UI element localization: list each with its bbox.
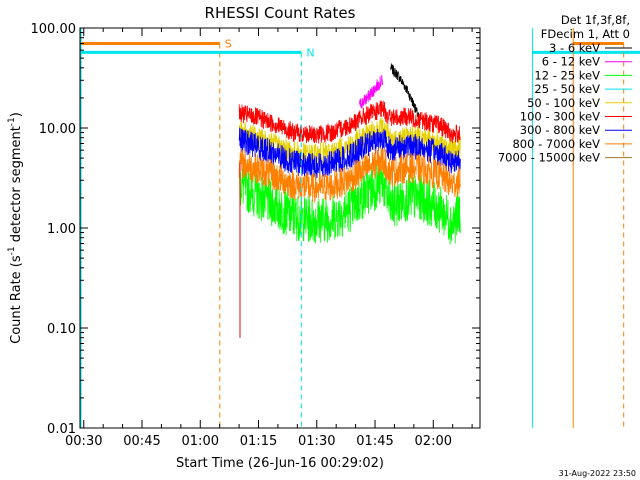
y-axis-label-sup2: -1 [7,117,17,126]
x-axis-label: Start Time (26-Jun-16 00:29:02) [176,456,384,471]
chart-title: RHESSI Count Rates [205,4,356,22]
legend-label: 25 - 50 keV [534,82,600,96]
legend: Det 1f,3f,8f, FDecim 1, Att 0 3 - 6 keV6… [498,13,632,165]
y-tick-label: 0.10 [47,322,76,337]
legend-label: 800 - 7000 keV [512,137,600,151]
legend-label: 100 - 300 keV [520,110,600,124]
y-axis-label-end: ) [9,112,24,117]
y-axis-label-tail: detector segment [9,126,24,246]
timestamp-stamp: 31-Aug-2022 23:50 [559,469,636,478]
x-axis: 00:30 00:45 01:00 01:15 01:30 01:45 02:00 [65,28,473,449]
y-tick-label: 0.01 [47,422,76,437]
legend-header-line-1: Det 1f,3f,8f, [561,13,630,27]
series-line [390,63,420,121]
y-axis-label-sup: -1 [7,246,17,255]
marker-label-s: S [225,37,232,50]
series-line [359,74,384,109]
y-axis-label: Count Rate (s-1 detector segment-1) [7,112,24,344]
x-tick-label: 02:00 [415,434,452,449]
legend-label: 6 - 12 keV [542,55,600,69]
legend-header-line-2: FDecim 1, Att 0 [541,27,630,41]
plot-area: SN [80,28,640,428]
marker-label-n: N [306,46,314,59]
legend-label: 3 - 6 keV [549,41,600,55]
x-tick-label: 01:15 [240,434,277,449]
x-tick-label: 01:30 [298,434,335,449]
y-axis: 100.00 10.00 1.00 0.10 0.01 [31,22,480,437]
legend-label: 50 - 100 keV [527,96,600,110]
legend-label: 300 - 800 keV [520,123,600,137]
y-axis-label-main: Count Rate (s [9,255,24,344]
legend-label: 12 - 25 keV [534,68,600,82]
x-tick-label: 01:45 [356,434,393,449]
series-line [238,117,461,168]
y-tick-label: 100.00 [31,22,77,37]
series-line [238,147,461,203]
y-tick-label: 10.00 [39,122,76,137]
x-tick-label: 01:00 [182,434,219,449]
x-tick-label: 00:45 [123,434,160,449]
series-line [238,100,461,144]
x-tick-label: 00:30 [65,434,102,449]
y-tick-label: 1.00 [47,222,76,237]
legend-label: 7000 - 15000 keV [498,151,600,165]
series-line [238,161,461,245]
